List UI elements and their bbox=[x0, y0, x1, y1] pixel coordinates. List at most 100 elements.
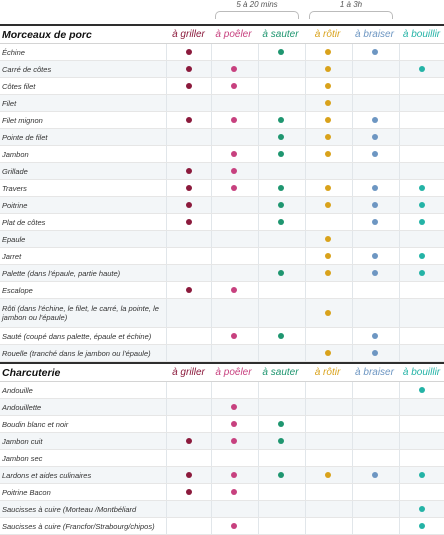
method-dot-sauter bbox=[277, 49, 284, 55]
cell-sauter bbox=[258, 399, 303, 415]
column-divider bbox=[211, 78, 212, 94]
column-divider bbox=[166, 61, 167, 77]
column-divider bbox=[211, 61, 212, 77]
cell-braiser bbox=[352, 299, 397, 327]
row-name: Andouillette bbox=[2, 402, 42, 412]
column-divider bbox=[305, 328, 306, 344]
table-row: Jambon cuit bbox=[0, 433, 444, 450]
column-divider bbox=[352, 95, 353, 111]
column-divider bbox=[258, 95, 259, 111]
row-name: Andouille bbox=[2, 385, 33, 395]
column-divider bbox=[258, 399, 259, 415]
cell-griller bbox=[166, 501, 211, 517]
method-dot-braiser bbox=[371, 151, 378, 157]
method-dot-rotir bbox=[324, 151, 331, 157]
column-divider bbox=[399, 129, 400, 145]
row-name: Jambon cuit bbox=[2, 436, 43, 446]
method-dot-sauter bbox=[277, 270, 284, 276]
column-divider bbox=[352, 197, 353, 213]
method-dot-bouillir bbox=[418, 219, 425, 225]
table-row: Andouillette bbox=[0, 399, 444, 416]
column-divider bbox=[305, 44, 306, 60]
column-divider bbox=[211, 231, 212, 247]
column-divider bbox=[211, 345, 212, 361]
column-divider bbox=[211, 214, 212, 230]
column-divider bbox=[258, 416, 259, 432]
cell-sauter bbox=[258, 95, 303, 111]
column-divider bbox=[352, 265, 353, 281]
cell-bouillir bbox=[399, 129, 444, 145]
table-row: Jarret bbox=[0, 248, 444, 265]
cell-griller bbox=[166, 328, 211, 344]
method-dot-poeler bbox=[230, 168, 237, 174]
table-row: Plat de côtes bbox=[0, 214, 444, 231]
column-divider bbox=[399, 214, 400, 230]
column-divider bbox=[258, 44, 259, 60]
cell-rotir bbox=[305, 450, 350, 466]
method-dot-braiser bbox=[371, 333, 378, 339]
cell-braiser bbox=[352, 112, 397, 128]
cell-sauter bbox=[258, 44, 303, 60]
cell-poeler bbox=[211, 231, 256, 247]
cell-braiser bbox=[352, 129, 397, 145]
column-divider bbox=[211, 450, 212, 466]
column-divider bbox=[352, 129, 353, 145]
cell-bouillir bbox=[399, 382, 444, 398]
column-divider bbox=[166, 382, 167, 398]
column-divider bbox=[211, 248, 212, 264]
cell-bouillir bbox=[399, 265, 444, 281]
column-divider bbox=[399, 95, 400, 111]
cell-sauter bbox=[258, 112, 303, 128]
cell-braiser bbox=[352, 450, 397, 466]
method-dot-rotir bbox=[324, 185, 331, 191]
cell-griller bbox=[166, 44, 211, 60]
method-dot-sauter bbox=[277, 333, 284, 339]
method-dot-bouillir bbox=[418, 472, 425, 478]
cell-griller bbox=[166, 231, 211, 247]
row-name: Poitrine bbox=[2, 200, 28, 210]
cell-poeler bbox=[211, 467, 256, 483]
column-divider bbox=[258, 214, 259, 230]
column-divider bbox=[258, 61, 259, 77]
column-divider bbox=[166, 328, 167, 344]
cell-braiser bbox=[352, 501, 397, 517]
cell-sauter bbox=[258, 78, 303, 94]
cell-bouillir bbox=[399, 450, 444, 466]
cell-bouillir bbox=[399, 197, 444, 213]
cell-bouillir bbox=[399, 416, 444, 432]
column-divider bbox=[305, 78, 306, 94]
column-divider bbox=[352, 112, 353, 128]
column-divider bbox=[352, 163, 353, 179]
cell-braiser bbox=[352, 399, 397, 415]
cell-bouillir bbox=[399, 146, 444, 162]
method-label: à rôtir bbox=[314, 367, 341, 378]
method-dot-griller bbox=[185, 219, 192, 225]
cell-sauter bbox=[258, 180, 303, 196]
cell-rotir bbox=[305, 44, 350, 60]
cell-griller bbox=[166, 112, 211, 128]
cell-rotir bbox=[305, 112, 350, 128]
cell-bouillir bbox=[399, 484, 444, 500]
column-divider bbox=[258, 433, 259, 449]
column-divider bbox=[352, 416, 353, 432]
method-dot-bouillir bbox=[418, 185, 425, 191]
cell-bouillir bbox=[399, 78, 444, 94]
column-header-poeler: à poêler bbox=[211, 364, 256, 381]
column-divider bbox=[166, 214, 167, 230]
cell-griller bbox=[166, 484, 211, 500]
method-dot-braiser bbox=[371, 270, 378, 276]
column-divider bbox=[399, 345, 400, 361]
column-divider bbox=[166, 78, 167, 94]
section-header: Morceaux de porc à griller à poêler à saute… bbox=[0, 24, 444, 44]
cell-rotir bbox=[305, 214, 350, 230]
method-label: à sauter bbox=[262, 367, 299, 378]
cell-sauter bbox=[258, 484, 303, 500]
method-dot-griller bbox=[185, 202, 192, 208]
cell-griller bbox=[166, 467, 211, 483]
column-divider bbox=[305, 61, 306, 77]
cell-sauter bbox=[258, 61, 303, 77]
cell-braiser bbox=[352, 44, 397, 60]
column-divider bbox=[211, 433, 212, 449]
cell-rotir bbox=[305, 129, 350, 145]
method-dot-poeler bbox=[230, 489, 237, 495]
